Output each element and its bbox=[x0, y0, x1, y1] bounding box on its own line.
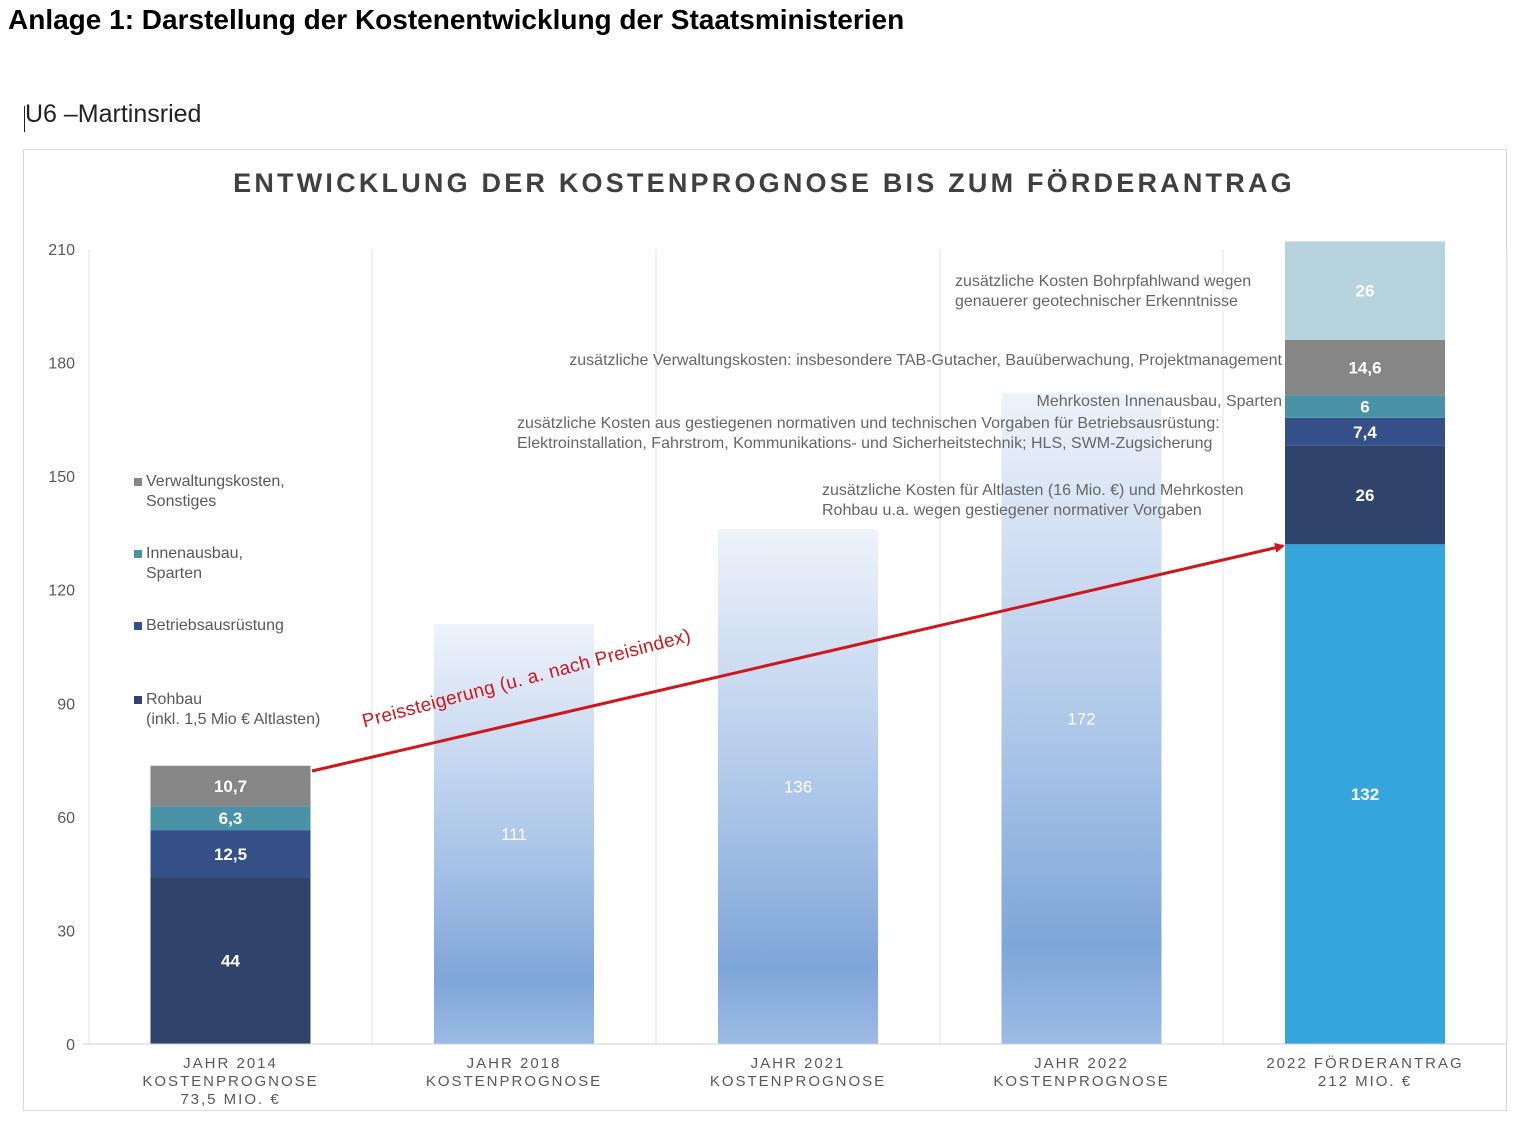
bar-segment bbox=[1285, 339, 1445, 396]
bar-segment bbox=[1285, 241, 1445, 340]
legend-label: Sonstiges bbox=[146, 493, 217, 510]
y-tick-label: 90 bbox=[57, 696, 75, 713]
x-tick-label: KOSTENPROGNOSE bbox=[993, 1073, 1169, 1090]
y-tick-label: 0 bbox=[66, 1037, 75, 1054]
x-tick-label: 2022 FÖRDERANTRAG bbox=[1266, 1054, 1463, 1072]
annotation-line: zusätzliche Kosten aus gestiegenen norma… bbox=[517, 415, 1220, 432]
bar-total bbox=[434, 623, 594, 1044]
bar-segment-label: 26 bbox=[1356, 282, 1375, 301]
bar-segment bbox=[1285, 544, 1445, 1044]
y-tick-label: 150 bbox=[48, 469, 75, 486]
bar-total bbox=[1001, 392, 1162, 1044]
x-tick-label: JAHR 2014 bbox=[183, 1055, 278, 1072]
x-tick-label: JAHR 2018 bbox=[467, 1055, 562, 1072]
bar-segment-label: 26 bbox=[1356, 486, 1375, 505]
annotation-line: Elektroinstallation, Fahrstrom, Kommunik… bbox=[517, 435, 1213, 452]
bar-value-label: 111 bbox=[501, 825, 527, 844]
x-tick-label: 73,5 MIO. € bbox=[180, 1091, 280, 1108]
bar-segment bbox=[150, 830, 311, 878]
bar-segment-label: 7,4 bbox=[1353, 423, 1377, 442]
bar-value-label: 172 bbox=[1067, 709, 1095, 728]
bar-segment-label: 6 bbox=[1360, 397, 1369, 416]
annotation-innen: Mehrkosten Innenausbau, Sparten bbox=[1037, 392, 1283, 412]
annotation-altlasten: zusätzliche Kosten für Altlasten (16 Mio… bbox=[822, 481, 1244, 521]
legend-swatch bbox=[134, 622, 142, 630]
page-title: Anlage 1: Darstellung der Kostenentwickl… bbox=[8, 4, 905, 35]
bar-segment-label: 6,3 bbox=[219, 809, 243, 828]
y-tick-label: 30 bbox=[57, 923, 75, 940]
legend-label: Betriebsausrüstung bbox=[146, 617, 284, 634]
legend-item: Rohbau (inkl. 1,5 Mio € Altlasten) bbox=[134, 690, 321, 730]
annotation-betrieb: zusätzliche Kosten aus gestiegenen norma… bbox=[517, 414, 1220, 454]
x-tick-label: 212 MIO. € bbox=[1318, 1073, 1412, 1090]
annotation-line: Rohbau u.a. wegen gestiegener normativer… bbox=[822, 502, 1202, 519]
bar-value-label: 136 bbox=[784, 778, 812, 797]
y-tick-label: 120 bbox=[48, 583, 75, 600]
annotation-line: Mehrkosten Innenausbau, Sparten bbox=[1036, 393, 1283, 410]
bar-segment-label: 10,7 bbox=[214, 777, 247, 796]
legend-swatch bbox=[134, 696, 142, 704]
bar-segment-label: 44 bbox=[221, 952, 240, 971]
bar-segment bbox=[150, 877, 311, 1044]
x-tick-label: KOSTENPROGNOSE bbox=[426, 1073, 602, 1090]
bar-total bbox=[718, 529, 878, 1044]
section-title: U6 –Martinsried bbox=[25, 100, 202, 128]
bar-segment-label: 12,5 bbox=[214, 845, 247, 864]
bar-segment bbox=[150, 765, 311, 807]
annotation-bohrpfahl: zusätzliche Kosten Bohrpfahlwand wegen ge… bbox=[955, 272, 1251, 312]
legend-swatch bbox=[134, 478, 142, 486]
bar-segment bbox=[150, 806, 311, 831]
legend-item: Verwaltungskosten, Sonstiges bbox=[134, 472, 285, 512]
bar-segment bbox=[1285, 417, 1445, 446]
legend-label: (inkl. 1,5 Mio € Altlasten) bbox=[146, 711, 321, 728]
y-tick-label: 60 bbox=[57, 810, 75, 827]
bar-segment bbox=[1285, 445, 1445, 545]
x-tick-label: KOSTENPROGNOSE bbox=[710, 1073, 886, 1090]
legend-swatch bbox=[134, 550, 142, 558]
bar-segment bbox=[1285, 395, 1445, 418]
legend-label: Innenausbau, bbox=[146, 545, 243, 562]
annotation-line: zusätzliche Kosten für Altlasten (16 Mio… bbox=[822, 482, 1244, 499]
x-tick-label: KOSTENPROGNOSE bbox=[142, 1073, 318, 1090]
legend-label: Sparten bbox=[146, 565, 203, 582]
annotation-line: genauerer geotechnischer Erkenntnisse bbox=[955, 293, 1238, 310]
legend-label: Rohbau bbox=[146, 691, 203, 708]
chart-title: ENTWICKLUNG DER KOSTENPROGNOSE BIS ZUM F… bbox=[233, 168, 1295, 198]
x-tick-label: JAHR 2021 bbox=[751, 1055, 846, 1072]
annotation-line: zusätzliche Kosten Bohrpfahlwand wegen bbox=[955, 273, 1252, 290]
legend-item: Innenausbau, Sparten bbox=[134, 544, 243, 584]
annotation-verwaltung: zusätzliche Verwaltungskosten: insbesond… bbox=[569, 351, 1282, 371]
bar-segment-label: 14,6 bbox=[1348, 358, 1381, 377]
y-tick-label: 180 bbox=[48, 356, 75, 373]
price-increase-arrow bbox=[311, 542, 1285, 773]
y-tick-label: 210 bbox=[48, 242, 75, 259]
text-cursor bbox=[24, 106, 25, 132]
bar-segment-label: 132 bbox=[1351, 785, 1379, 804]
legend-item: Betriebsausrüstung bbox=[134, 616, 284, 636]
annotation-line: zusätzliche Verwaltungskosten: insbesond… bbox=[569, 352, 1282, 369]
x-tick-label: JAHR 2022 bbox=[1034, 1055, 1129, 1072]
legend-label: Verwaltungskosten, bbox=[146, 473, 285, 490]
